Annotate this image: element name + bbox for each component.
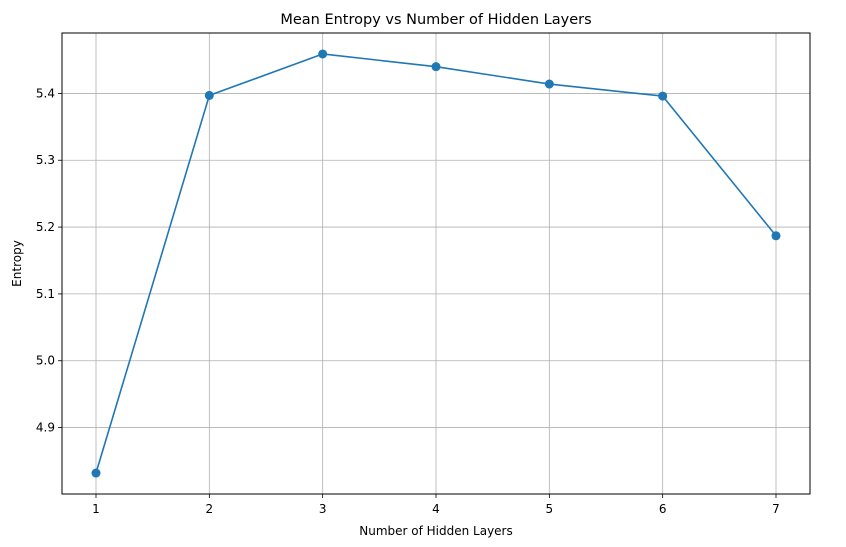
x-tick-label: 5 [546,502,554,516]
data-point [431,62,441,72]
y-tick-label: 4.9 [36,421,55,435]
y-tick-label: 5.4 [36,86,55,100]
y-tick-label: 5.1 [36,287,55,301]
x-tick-label: 1 [92,502,100,516]
y-axis-label: Entropy [10,240,24,287]
chart-title: Mean Entropy vs Number of Hidden Layers [280,12,591,28]
x-tick-label: 4 [432,502,440,516]
x-tick-label: 2 [206,502,214,516]
y-axis-ticks: 4.9 5.0 5.1 5.2 5.3 5.4 [36,86,62,435]
grid-lines [62,33,810,494]
data-point [658,91,668,101]
data-point [544,79,554,89]
x-tick-label: 7 [772,502,780,516]
x-axis-label: Number of Hidden Layers [359,524,513,538]
data-point [204,90,214,100]
data-point [318,49,328,59]
data-point [91,468,101,478]
y-tick-label: 5.0 [36,354,55,368]
x-tick-label: 6 [659,502,667,516]
y-tick-label: 5.3 [36,153,55,167]
x-tick-label: 3 [319,502,327,516]
data-point [771,231,781,241]
y-tick-label: 5.2 [36,220,55,234]
x-axis-ticks: 1 2 3 4 5 6 7 [92,494,780,516]
series-entropy [91,49,781,478]
